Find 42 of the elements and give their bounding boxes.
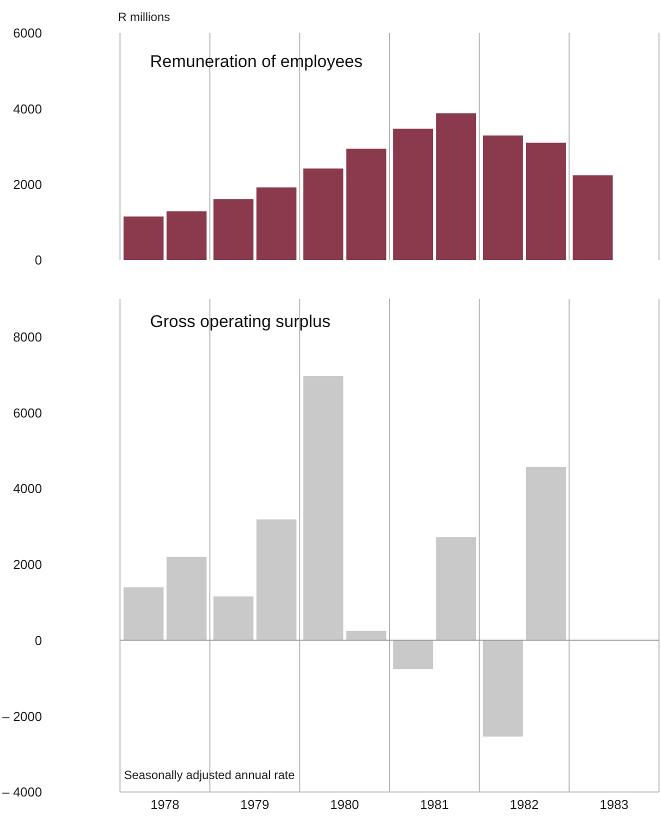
bar xyxy=(213,596,254,640)
bar xyxy=(572,175,613,260)
bar xyxy=(256,187,296,260)
y-tick-label: 0 xyxy=(34,632,42,648)
y-tick-label: 2000 xyxy=(13,557,42,572)
bar xyxy=(166,556,207,640)
y-axis-title: R millions xyxy=(118,10,170,24)
x-tick-label: 1979 xyxy=(240,797,270,812)
bar xyxy=(346,148,386,260)
bar xyxy=(346,630,386,640)
bar xyxy=(166,211,207,260)
y-tick-label: 6000 xyxy=(13,405,42,420)
x-tick-label: 1982 xyxy=(510,797,539,812)
y-tick-label: – 4000 xyxy=(2,784,42,800)
bar xyxy=(256,519,296,640)
bar xyxy=(303,168,344,260)
bar xyxy=(124,587,164,640)
y-tick-label: 4000 xyxy=(13,101,42,116)
bar xyxy=(303,376,344,640)
bar xyxy=(482,136,523,260)
y-tick-label: 8000 xyxy=(13,330,42,345)
bar xyxy=(213,199,254,260)
bar xyxy=(482,640,523,737)
text: Remuneration of employees xyxy=(150,52,363,72)
y-tick-label: 2000 xyxy=(13,176,42,192)
bar xyxy=(436,113,476,260)
text: Gross operating surplus xyxy=(150,312,330,332)
x-tick-label: 1980 xyxy=(330,797,360,812)
bar xyxy=(393,640,434,670)
annotation: Seasonally adjusted annual rate xyxy=(124,768,295,782)
y-tick-label: 4000 xyxy=(13,481,42,496)
bar xyxy=(526,467,566,640)
bar xyxy=(393,128,434,260)
bar xyxy=(124,216,164,260)
x-tick-label: 1981 xyxy=(420,797,449,812)
y-tick-label: – 2000 xyxy=(2,708,42,724)
bar xyxy=(526,142,566,260)
x-tick-label: 1978 xyxy=(150,797,180,812)
y-tick-label: 6000 xyxy=(13,26,42,41)
y-tick-label: 0 xyxy=(34,252,42,268)
x-tick-label: 1983 xyxy=(600,797,629,812)
bar xyxy=(436,537,476,640)
